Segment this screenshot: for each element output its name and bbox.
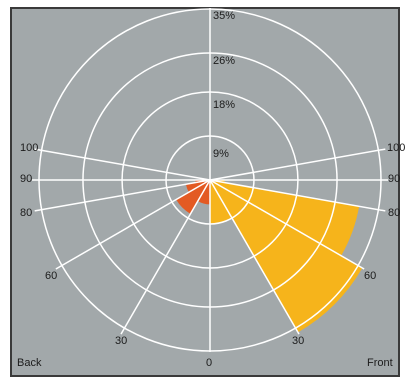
angle-spoke-back-80 [34, 179, 211, 212]
angle-spoke-front-100 [209, 148, 386, 181]
sector-back-30-60 [176, 180, 210, 214]
angle-label-right: 60 [364, 270, 376, 282]
angle-label-right: 80 [388, 207, 400, 219]
angle-spoke-back-100 [34, 148, 211, 181]
angle-label-left: 90 [20, 173, 32, 185]
angle-spoke-back-30 [120, 179, 211, 335]
angle-label-right: 30 [292, 335, 304, 347]
angle-spoke-front-30 [209, 179, 300, 335]
radial-tick-label: 26% [213, 55, 235, 67]
grid-layer [32, 8, 388, 352]
angle-label-right: 90 [388, 173, 400, 185]
side-label-front: Front [367, 357, 393, 369]
sector-front-30-60 [210, 180, 363, 333]
side-label-back: Back [17, 357, 42, 369]
angle-spoke-front-80 [209, 179, 386, 212]
angle-label-bottom: 0 [206, 357, 212, 369]
radial-tick-label: 9% [213, 148, 229, 160]
angle-label-left: 80 [20, 207, 32, 219]
radial-tick-label: 18% [213, 99, 235, 111]
angle-label-left: 100 [20, 142, 38, 154]
angle-spoke-front-60 [209, 179, 365, 270]
angle-label-left: 60 [45, 270, 57, 282]
angle-label-left: 30 [115, 335, 127, 347]
angle-label-right: 100 [387, 142, 405, 154]
labels-layer: 9% 18% 26% 35% 100 90 80 60 30 100 90 80… [17, 10, 405, 369]
sector-front-60-80 [210, 180, 360, 256]
angle-spoke-back-60 [55, 179, 211, 270]
radial-tick-label: 35% [213, 10, 235, 22]
